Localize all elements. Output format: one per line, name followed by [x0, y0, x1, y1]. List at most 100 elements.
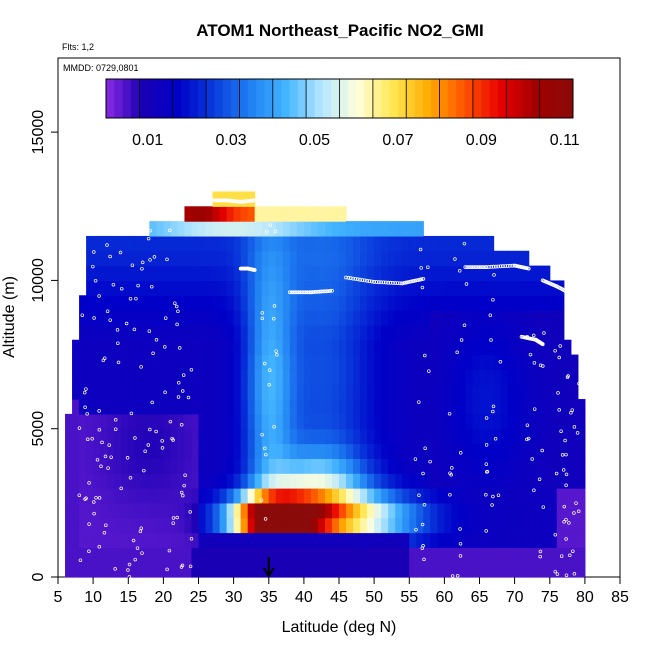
heatmap-cell	[535, 428, 544, 445]
heatmap-cell	[247, 384, 256, 400]
profile-point	[97, 545, 102, 549]
heatmap-cell	[500, 428, 509, 445]
flight-track-point	[215, 198, 220, 203]
heatmap-cell	[339, 532, 347, 548]
heatmap-cell	[500, 384, 509, 400]
profile-point	[525, 437, 529, 442]
heatmap-cell	[577, 532, 586, 548]
heatmap-cell	[374, 428, 382, 445]
heatmap-cell	[114, 562, 122, 578]
heatmap-cell	[275, 235, 284, 252]
heatmap-cell	[339, 547, 347, 563]
heatmap-cell	[535, 280, 544, 296]
heatmap-cell	[261, 532, 270, 548]
heatmap-cell	[563, 413, 572, 430]
flight-track-point	[322, 289, 327, 294]
heatmap-cell	[198, 473, 207, 489]
heatmap-cell	[472, 473, 481, 489]
heatmap-cell	[317, 399, 326, 415]
heatmap-cell	[177, 235, 186, 252]
profile-point	[532, 488, 536, 493]
heatmap-cell	[451, 339, 460, 356]
heatmap-cell	[212, 339, 221, 356]
heatmap-cell	[79, 413, 87, 430]
heatmap-cell	[268, 413, 277, 430]
heatmap-cell	[107, 473, 115, 489]
heatmap-cell	[339, 443, 347, 459]
heatmap-cell	[107, 399, 115, 415]
heatmap-cell	[324, 547, 333, 563]
heatmap-cell	[549, 413, 558, 430]
heatmap-cell	[268, 235, 277, 252]
heatmap-cell	[233, 295, 242, 311]
profile-point	[422, 503, 427, 507]
heatmap-cell	[205, 562, 214, 578]
flight-track-point	[395, 281, 400, 286]
heatmap-cell	[268, 502, 277, 519]
heatmap-cell	[549, 473, 558, 489]
heatmap-cell	[268, 339, 277, 356]
heatmap-cell	[275, 369, 284, 385]
profile-point	[127, 574, 132, 579]
flight-track-point	[496, 264, 501, 269]
heatmap-cell	[205, 295, 214, 311]
heatmap-cell	[458, 354, 467, 370]
flight-track-point	[221, 198, 226, 203]
heatmap-cell	[149, 502, 157, 519]
profile-point	[420, 522, 425, 527]
heatmap-cell	[142, 428, 150, 445]
heatmap-cell	[254, 310, 263, 326]
heatmap-cell	[79, 428, 87, 445]
heatmap-cell	[72, 428, 80, 445]
heatmap-cell	[353, 473, 361, 489]
heatmap-cell	[416, 443, 424, 459]
heatmap-cell	[177, 473, 186, 489]
heatmap-cell	[444, 235, 452, 252]
chart-title: ATOM1 Northeast_Pacific NO2_GMI	[196, 21, 484, 40]
heatmap-cell	[507, 339, 516, 356]
heatmap-cell	[261, 502, 270, 519]
heatmap-cell	[317, 265, 326, 282]
heatmap-cell	[339, 473, 347, 489]
heatmap-cell	[198, 310, 207, 326]
heatmap-cell	[437, 295, 445, 311]
marker-head	[262, 567, 275, 578]
heatmap-cell	[493, 458, 502, 474]
profile-point	[93, 278, 98, 283]
heatmap-cell	[107, 428, 115, 445]
heatmap-cell	[570, 369, 579, 385]
heatmap-cell	[198, 517, 207, 534]
heatmap-cell	[275, 413, 284, 430]
heatmap-cell	[184, 399, 193, 415]
heatmap-cell	[451, 354, 460, 370]
heatmap-cell	[409, 488, 417, 504]
profile-point	[146, 443, 151, 447]
profile-point	[92, 500, 96, 504]
profile-point	[97, 496, 102, 500]
profile-point	[109, 455, 113, 459]
heatmap-cell	[542, 399, 551, 415]
heatmap-cell	[479, 547, 488, 563]
heatmap-cell	[339, 399, 347, 415]
heatmap-cell	[528, 547, 537, 563]
profile-point	[143, 449, 147, 453]
profile-point	[264, 230, 269, 234]
heatmap-cell	[437, 488, 445, 504]
flight-track-point	[388, 280, 393, 285]
heatmap-cell	[346, 473, 354, 489]
heatmap-cell	[465, 280, 474, 296]
heatmap-cell	[331, 206, 340, 222]
heatmap-cell	[437, 280, 445, 296]
heatmap-cell	[177, 250, 186, 267]
heatmap-cell	[521, 547, 530, 563]
heatmap-cell	[521, 428, 530, 445]
heatmap-cell	[395, 265, 403, 282]
profile-point	[528, 352, 533, 357]
heatmap-cell	[205, 399, 214, 415]
heatmap-cell	[156, 502, 164, 519]
heatmap-cell	[451, 295, 460, 311]
heatmap-cell	[163, 265, 172, 282]
profile-point	[179, 490, 184, 495]
heatmap-cell	[310, 428, 319, 445]
colorbar-segment	[447, 79, 457, 118]
